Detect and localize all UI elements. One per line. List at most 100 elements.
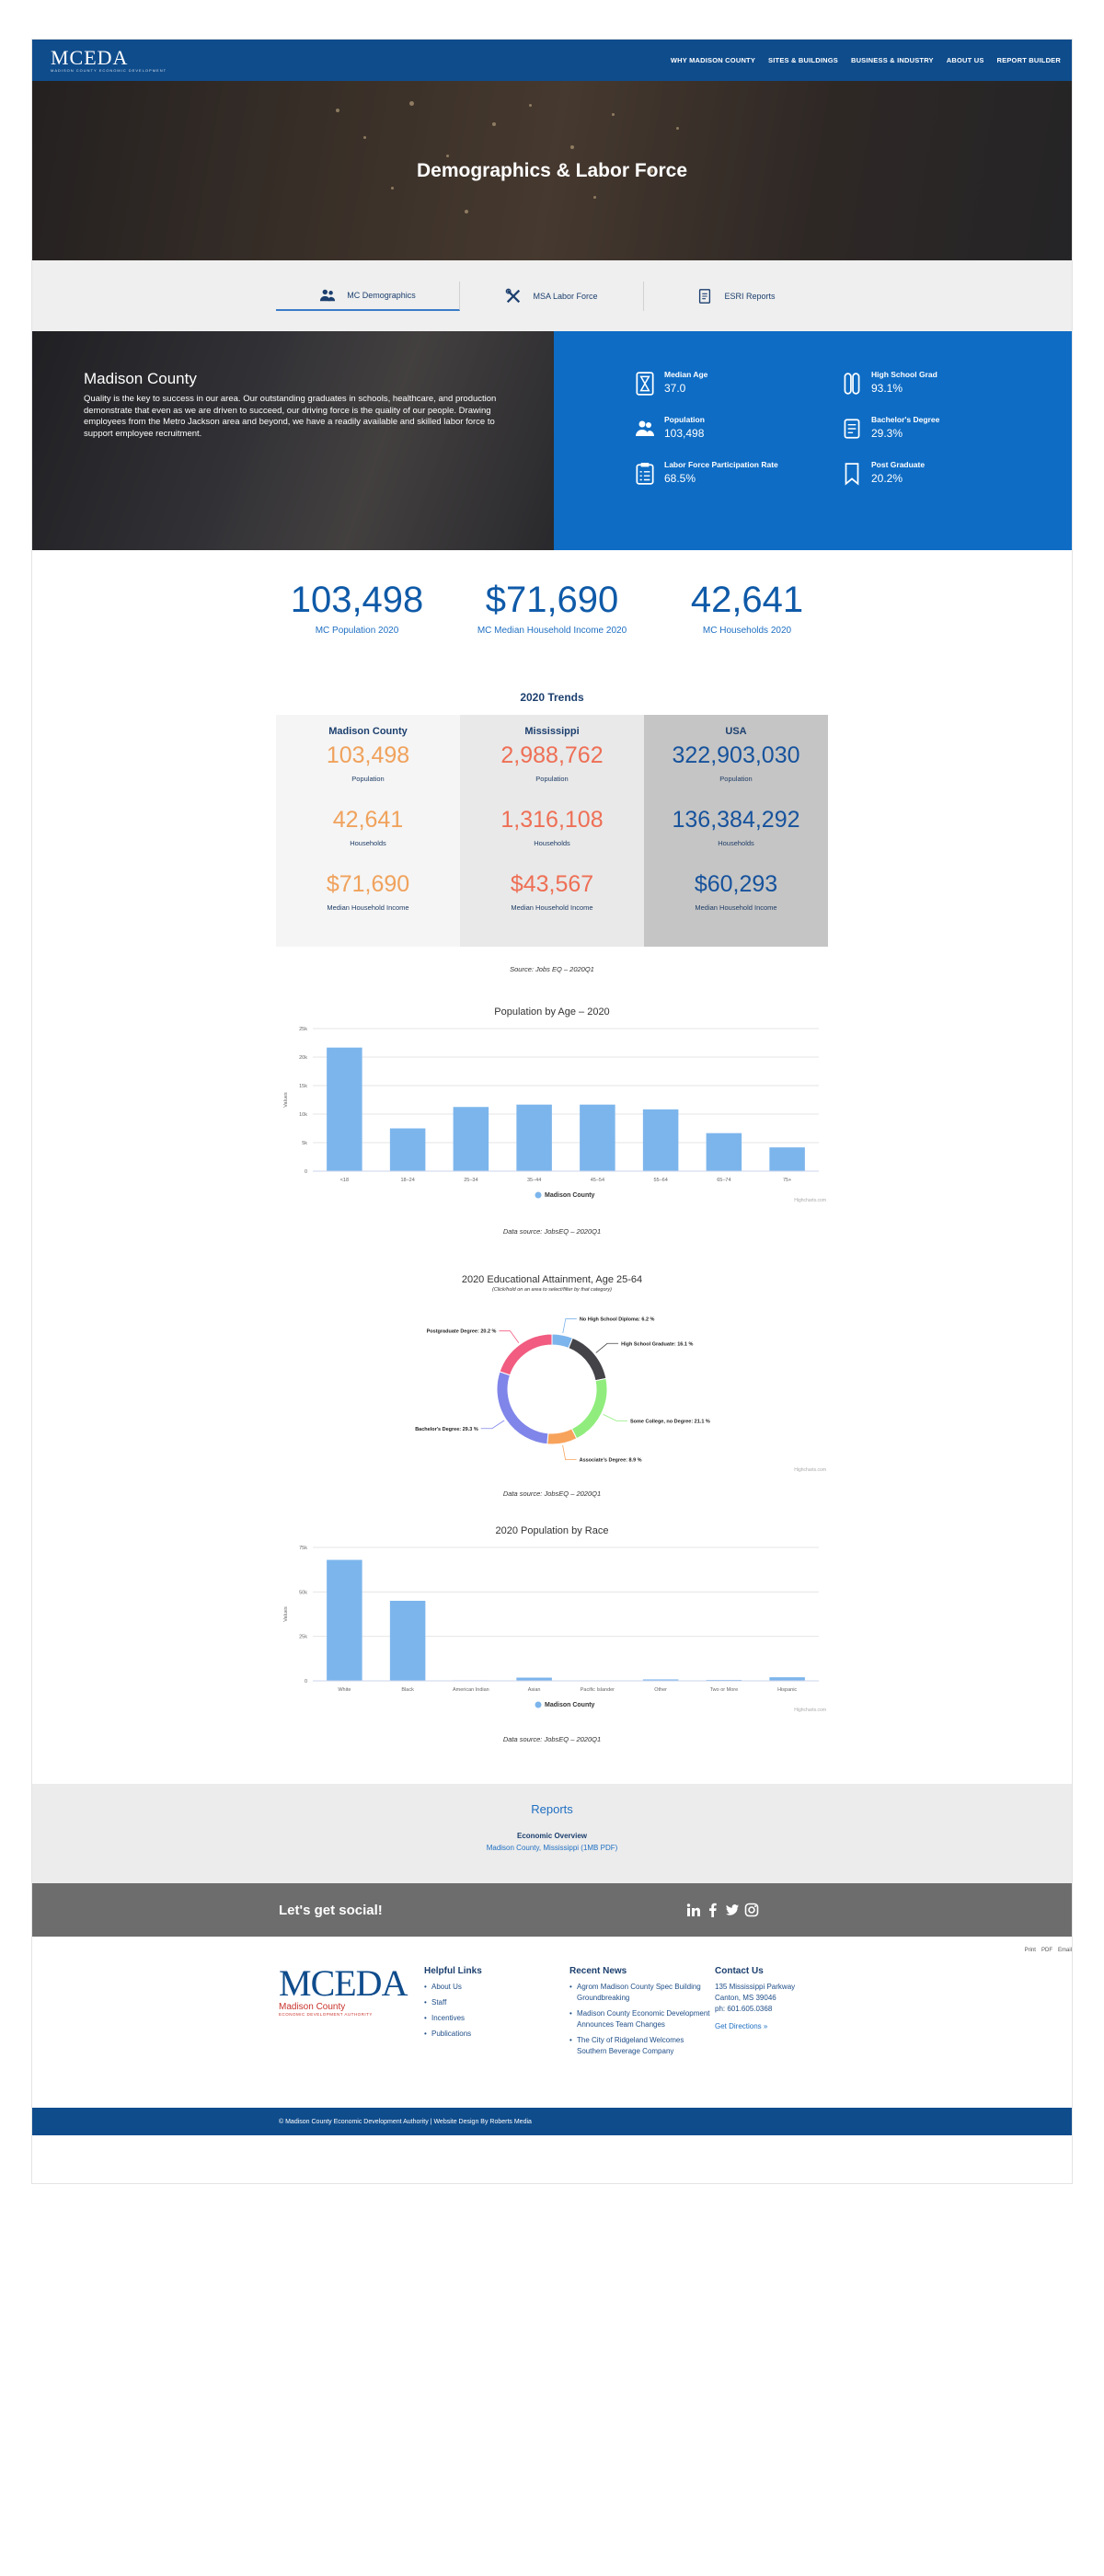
contact-us: Contact Us 135 Mississippi Parkway Canto… (715, 1966, 860, 2108)
footer-logo[interactable]: MCEDA Madison County ECONOMIC DEVELOPMEN… (279, 1965, 424, 2108)
chart-subtitle: (Click/hold on an area to select/filter … (492, 1287, 612, 1293)
trends-label: Population (351, 775, 385, 783)
pie-label: High School Graduate: 16.1 % (621, 1341, 693, 1347)
menu-item-sites-buildings[interactable]: SITES & BUILDINGS (768, 56, 838, 64)
x-tick-label: 55–64 (653, 1178, 667, 1183)
tools-icon (506, 288, 521, 303)
email-button[interactable]: Email (1057, 1948, 1072, 1953)
footer: Print PDF Email MCEDA Madison County ECO… (32, 1937, 1072, 2108)
menu-item-why-madison[interactable]: WHY MADISON COUNTY (670, 56, 756, 64)
stat-label: Post Graduate (871, 460, 926, 469)
headline-stat: 103,498 MC Population 2020 (259, 580, 454, 636)
menu-item-report-builder[interactable]: REPORT BUILDER (996, 56, 1061, 64)
tab-mc-demographics[interactable]: MC Demographics (276, 281, 460, 311)
y-tick-label: 20k (299, 1055, 307, 1061)
bar (769, 1677, 805, 1681)
trends-label: Median Household Income (695, 903, 777, 912)
y-tick-label: 75k (299, 1546, 307, 1551)
pie-slice (570, 1377, 608, 1440)
helpful-link[interactable]: Incentives (424, 2013, 569, 2024)
contact-address-line: Canton, MS 39046 (715, 1994, 776, 2002)
x-tick-label: Two or More (710, 1687, 739, 1693)
pie-connector (603, 1413, 628, 1421)
menu-item-business-industry[interactable]: BUSINESS & INDUSTRY (850, 56, 934, 64)
headline-value: 103,498 (290, 580, 424, 620)
trends-label: Households (534, 839, 570, 847)
stat-label: High School Grad (871, 370, 937, 379)
logo-subtitle: MADISON COUNTY ECONOMIC DEVELOPMENT (51, 68, 167, 73)
pie-connector (562, 1318, 577, 1334)
linkedin-icon[interactable] (686, 1903, 701, 1917)
x-tick-label: 18–24 (400, 1178, 414, 1183)
page: MCEDA MADISON COUNTY ECONOMIC DEVELOPMEN… (32, 40, 1072, 2183)
copyright-bar: © Madison County Economic Development Au… (32, 2108, 1072, 2135)
trends-column-name: Madison County (328, 726, 408, 737)
trends-label: Population (535, 775, 569, 783)
pie-label: Associate's Degree: 8.9 % (580, 1458, 642, 1464)
tab-label: ESRI Reports (724, 291, 776, 301)
helpful-link[interactable]: About Us (424, 1982, 569, 1993)
logo[interactable]: MCEDA MADISON COUNTY ECONOMIC DEVELOPMEN… (51, 46, 167, 74)
tab-esri-reports[interactable]: ESRI Reports (644, 282, 828, 311)
x-tick-label: 75+ (783, 1178, 791, 1183)
education-chart: 2020 Educational Attainment, Age 25-64 (… (276, 1274, 828, 1486)
stat-label: Population (664, 415, 705, 424)
bar (327, 1559, 362, 1681)
trends-label: Median Household Income (327, 903, 409, 912)
x-tick-label: White (338, 1687, 351, 1693)
bookmark-icon (845, 463, 859, 486)
report-item-link[interactable]: Madison County, Mississippi (1MB PDF) (486, 1844, 618, 1852)
county-overview: Madison County Quality is the key to suc… (32, 331, 1072, 550)
chart-title: 2020 Educational Attainment, Age 25-64 (461, 1274, 643, 1285)
tab-label: MC Demographics (347, 290, 416, 300)
trends-label: Households (718, 839, 754, 847)
trends-households: 42,641 (332, 807, 404, 833)
facebook-icon[interactable] (706, 1903, 720, 1917)
chart-source: Data source: JobsEQ – 2020Q1 (502, 1489, 602, 1498)
stat-value: 29.3% (871, 427, 903, 440)
age-chart: Population by Age – 2020 0 5k 10k 15k 20k 25k… (276, 1006, 828, 1209)
contact-phone[interactable]: ph: 601.605.0368 (715, 2005, 773, 2013)
y-axis-label: Values (283, 1606, 289, 1622)
trends-households: 136,384,292 (672, 807, 800, 833)
stat-median-age: Median Age 37.0 (635, 370, 842, 415)
clipboard-icon (636, 463, 654, 485)
headline-value: 42,641 (690, 580, 804, 620)
twitter-icon[interactable] (725, 1903, 740, 1917)
trends-income: $60,293 (694, 871, 778, 897)
news-link[interactable]: Madison County Economic Development Anno… (569, 2008, 715, 2030)
x-tick-label: <18 (340, 1178, 349, 1183)
headline-stat: $71,690 MC Median Household Income 2020 (454, 580, 650, 636)
trends-column-name: USA (725, 726, 747, 737)
trends-column-usa: USA 322,903,030 Population 136,384,292 Hou… (644, 715, 828, 947)
headline-label: MC Median Household Income 2020 (477, 626, 627, 636)
pie-slice (496, 1371, 549, 1445)
news-link[interactable]: The City of Ridgeland Welcomes Southern … (569, 2035, 715, 2057)
pie-label: Bachelor's Degree: 29.3 % (415, 1427, 478, 1432)
menu-item-about-us[interactable]: ABOUT US (946, 56, 984, 64)
legend-label: Madison County (545, 1192, 595, 1199)
bar (769, 1147, 805, 1171)
hourglass-icon (636, 372, 654, 396)
main-menu: WHY MADISON COUNTY SITES & BUILDINGS BUS… (671, 56, 1061, 64)
pie-slice (546, 1428, 578, 1445)
tab-msa-labor-force[interactable]: MSA Labor Force (460, 281, 644, 311)
get-directions-link[interactable]: Get Directions » (715, 2022, 768, 2030)
pie-connector (595, 1342, 619, 1353)
legend-marker (535, 1701, 542, 1708)
stat-value: 37.0 (664, 382, 686, 395)
helpful-link[interactable]: Publications (424, 2029, 569, 2040)
tab-label: MSA Labor Force (533, 291, 598, 301)
pdf-button[interactable]: PDF (1041, 1948, 1052, 1953)
trends-income: $43,567 (510, 871, 594, 897)
footer-logo-tagline: ECONOMIC DEVELOPMENT AUTHORITY (279, 2012, 373, 2017)
print-button[interactable]: Print (1024, 1948, 1036, 1953)
people-icon (636, 420, 654, 436)
trends-population: 322,903,030 (672, 742, 800, 768)
logo-text: MCEDA (51, 46, 129, 69)
news-link[interactable]: Agrom Madison County Spec Building Groun… (569, 1982, 715, 2004)
instagram-icon[interactable] (744, 1903, 759, 1917)
pie-slice (568, 1337, 607, 1382)
helpful-link[interactable]: Staff (424, 1997, 569, 2008)
headline-stat: 42,641 MC Households 2020 (650, 580, 845, 636)
